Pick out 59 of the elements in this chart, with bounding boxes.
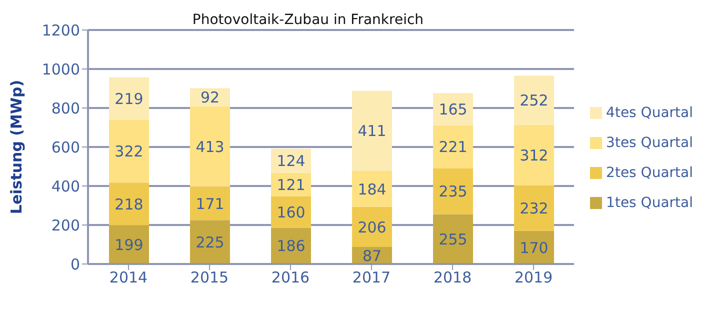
- y-tick-label: 0: [70, 255, 80, 274]
- data-label: 411: [358, 122, 386, 140]
- y-tick-label: 200: [51, 216, 80, 234]
- data-label: 165: [438, 100, 468, 119]
- data-label: 199: [114, 236, 144, 254]
- data-label: 218: [114, 195, 144, 214]
- legend-label: 1tes Quartal: [606, 195, 693, 211]
- chart-title: Photovoltaik-Zubau in Frankreich: [191, 12, 425, 28]
- data-label: 170: [520, 238, 548, 257]
- data-label: 255: [438, 230, 468, 248]
- bar: [190, 186, 230, 220]
- data-label: 160: [276, 203, 306, 222]
- legend-label: 4tes Quartal: [606, 105, 693, 121]
- x-tick-label: 2015: [190, 268, 229, 287]
- bar: [514, 76, 554, 125]
- bar: [433, 125, 474, 168]
- bar: [190, 220, 230, 264]
- bar: [514, 186, 554, 231]
- y-tick-label: 800: [51, 99, 80, 118]
- data-label: 221: [438, 138, 468, 156]
- bar: [352, 206, 392, 248]
- data-label: 232: [520, 200, 548, 218]
- data-label: 206: [358, 218, 386, 236]
- data-label: 322: [114, 142, 144, 161]
- legend-label: 3tes Quartal: [606, 135, 693, 151]
- bar: [190, 106, 230, 187]
- data-label: 225: [196, 233, 224, 252]
- data-label: 92: [200, 88, 220, 107]
- data-label: 124: [276, 152, 306, 170]
- data-label: 219: [114, 90, 144, 108]
- bar: [433, 93, 474, 126]
- data-label: 252: [520, 92, 548, 110]
- y-tick-label: 600: [51, 138, 80, 156]
- y-tick-label: 400: [51, 177, 80, 196]
- bar: [109, 182, 149, 226]
- data-label: 235: [438, 182, 468, 201]
- bar: [352, 90, 392, 171]
- x-tick-label: 2016: [271, 268, 310, 287]
- legend-label: 2tes Quartal: [606, 165, 693, 181]
- data-label: 184: [358, 180, 386, 198]
- x-tick-label: 2018: [433, 268, 472, 287]
- data-label: 87: [362, 246, 382, 265]
- bar: [109, 120, 149, 183]
- bar: [352, 170, 392, 207]
- x-tick-label: 2014: [109, 268, 148, 287]
- bar: [433, 214, 474, 264]
- x-tick-label: 2017: [352, 268, 391, 287]
- data-label: 171: [196, 194, 224, 213]
- y-axis-title: Leistung (MWp): [7, 80, 26, 214]
- y-tick-label: 1000: [42, 60, 80, 78]
- y-tick-label: 1200: [42, 21, 80, 40]
- data-label: 312: [520, 146, 548, 165]
- data-label: 121: [276, 176, 306, 194]
- bar: [109, 77, 149, 120]
- x-tick-label: 2019: [514, 268, 553, 287]
- data-label: 413: [196, 138, 224, 156]
- bar: [433, 168, 474, 214]
- data-label: 186: [276, 237, 306, 256]
- bar: [514, 124, 554, 186]
